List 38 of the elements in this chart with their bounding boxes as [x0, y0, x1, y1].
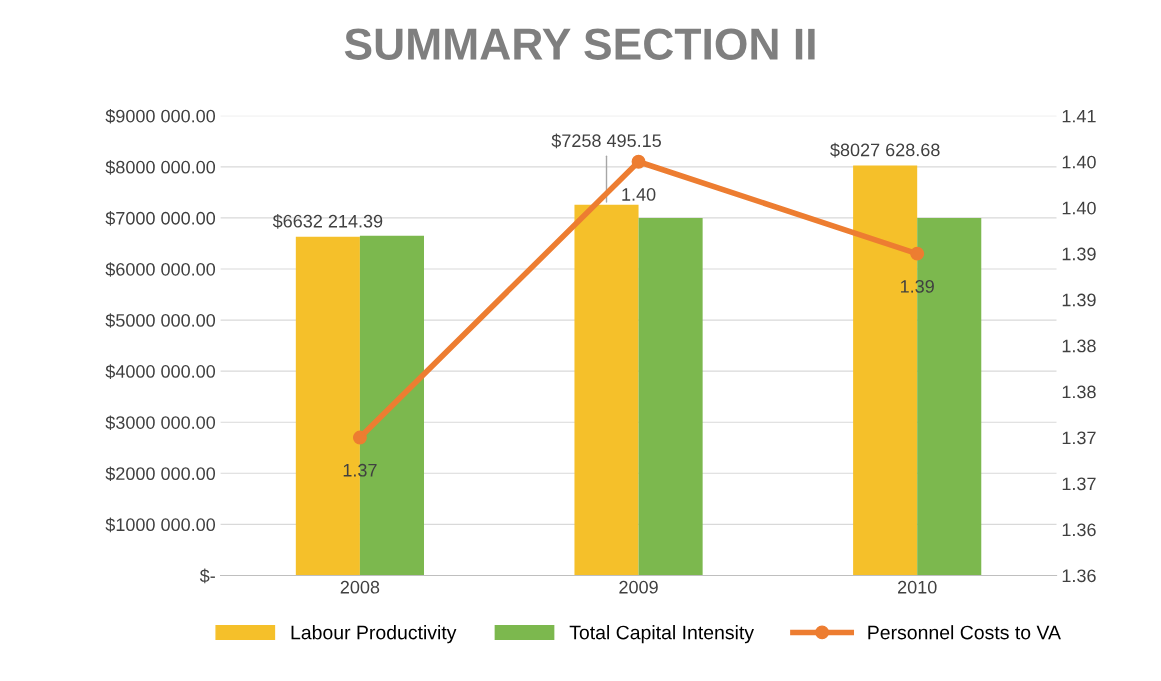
y-tick-label: $7000 000.00: [105, 211, 216, 226]
y-tick-label: $6000 000.00: [105, 262, 216, 277]
chart-title: SUMMARY SECTION II: [344, 28, 815, 60]
y2-tick-label: 1.40: [1062, 155, 1096, 169]
y-tick-label: $5000 000.00: [105, 313, 216, 328]
bar: [638, 217, 703, 576]
legend-label: Labour Productivity: [291, 625, 457, 644]
y2-tick-label: 1.36: [1062, 569, 1096, 583]
y-tick-label: $2000 000.00: [105, 466, 216, 482]
y2-tick-label: 1.36: [1062, 523, 1096, 537]
y2-tick-label: 1.40: [1062, 201, 1096, 215]
point: [352, 430, 367, 445]
legend-label: Personnel Costs to VA: [868, 625, 1061, 640]
y-tick-label: $1000 000.00: [105, 517, 216, 533]
data-label: $8027 628.68: [830, 142, 940, 158]
y2-tick-label: 1.38: [1062, 339, 1096, 353]
y2-tick-label: 1.39: [1062, 247, 1096, 261]
x-tick-label: 2010: [898, 580, 937, 594]
y2-tick-label: 1.37: [1062, 431, 1096, 445]
y2-tick-label: 1.37: [1062, 477, 1096, 491]
bar: [574, 204, 639, 576]
point: [631, 154, 646, 169]
y-tick-label: $3000 000.00: [105, 415, 216, 431]
y2-tick-label: 1.38: [1062, 385, 1096, 399]
data-label: 1.37: [343, 463, 377, 477]
y-tick-label: $9000 000.00: [105, 108, 216, 124]
y-tick-label: $8000 000.00: [105, 160, 216, 175]
point: [910, 246, 925, 261]
x-tick-label: 2008: [340, 580, 380, 594]
data-label: $7258 495.15: [551, 133, 661, 149]
y-tick-label: $4000 000.00: [105, 364, 216, 379]
x-tick-label: 2009: [619, 580, 658, 594]
data-label: 1.40: [622, 188, 656, 201]
legend-label: Total Capital Intensity: [569, 625, 754, 644]
y2-tick-label: 1.41: [1062, 109, 1096, 123]
y2-tick-label: 1.39: [1062, 293, 1096, 307]
y-tick-label: $-: [199, 568, 215, 584]
data-label: $6632 214.39: [272, 214, 383, 229]
